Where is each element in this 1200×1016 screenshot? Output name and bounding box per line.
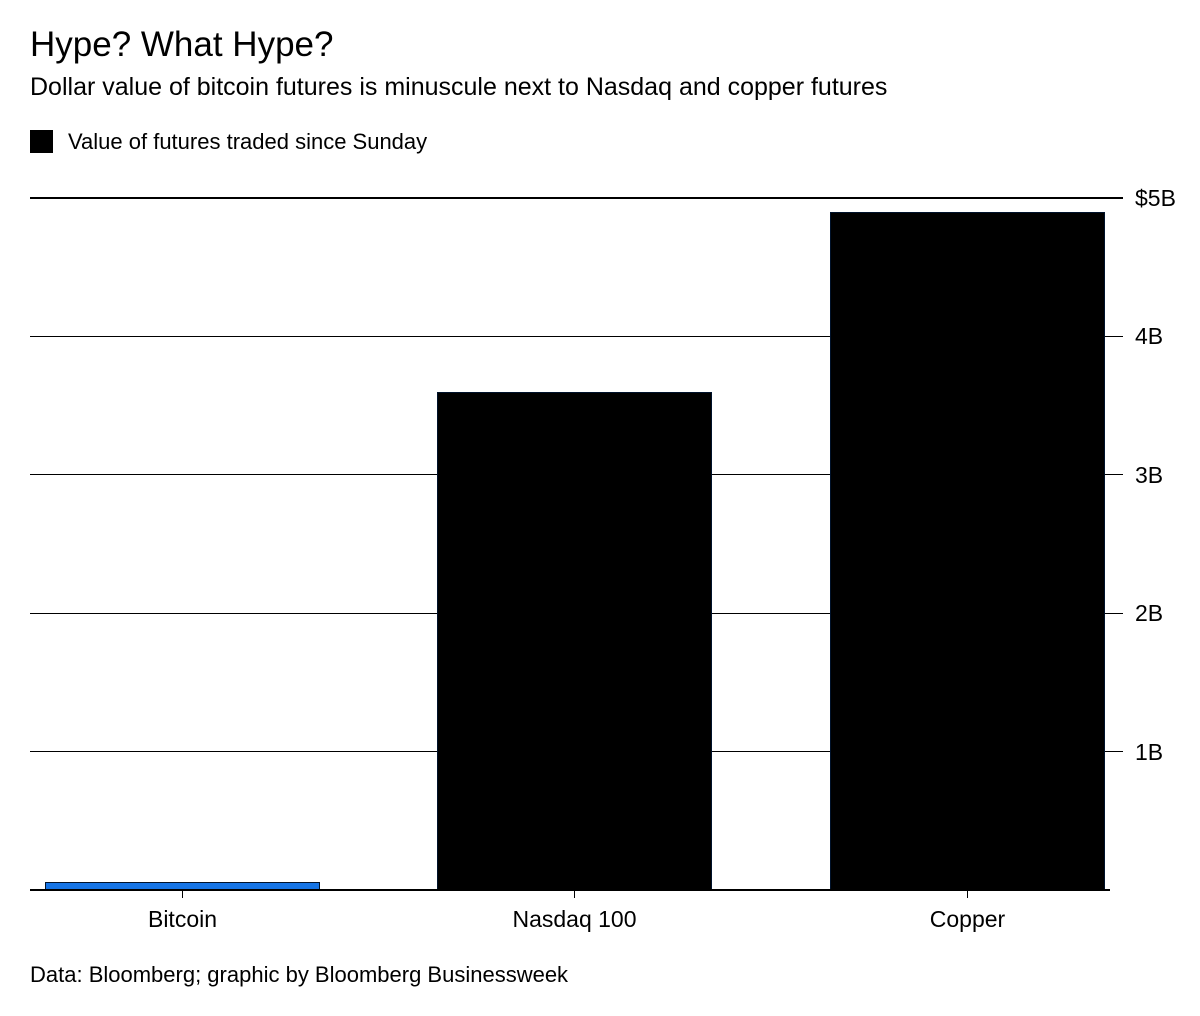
y-axis-label: 2B (1135, 600, 1164, 627)
x-axis-line (30, 889, 1110, 891)
x-axis-label: Bitcoin (147, 906, 218, 932)
source-note: Data: Bloomberg; graphic by Bloomberg Bu… (30, 962, 569, 987)
gridline-4b (30, 335, 1123, 337)
x-axis-label: Nasdaq 100 (512, 906, 637, 932)
x-axis-tick (967, 891, 968, 898)
gridline-5b (30, 197, 1123, 199)
y-axis-label: 4B (1135, 323, 1164, 350)
bar-nasdaq-100 (437, 392, 712, 890)
x-axis-label: Copper (929, 906, 1006, 932)
bar-copper (830, 212, 1105, 890)
x-axis-tick (182, 891, 183, 898)
y-axis-label: 1B (1135, 738, 1164, 765)
y-axis-label: $5B (1135, 185, 1176, 211)
chart-subtitle: Dollar value of bitcoin futures is minus… (30, 73, 888, 101)
x-axis-tick (574, 891, 575, 898)
legend-label: Value of futures traded since Sunday (68, 129, 428, 154)
y-axis-label: 3B (1135, 461, 1164, 488)
legend: Value of futures traded since Sunday (30, 130, 427, 153)
legend-swatch-icon (30, 130, 53, 153)
chart-title: Hype? What Hype? (30, 25, 334, 64)
